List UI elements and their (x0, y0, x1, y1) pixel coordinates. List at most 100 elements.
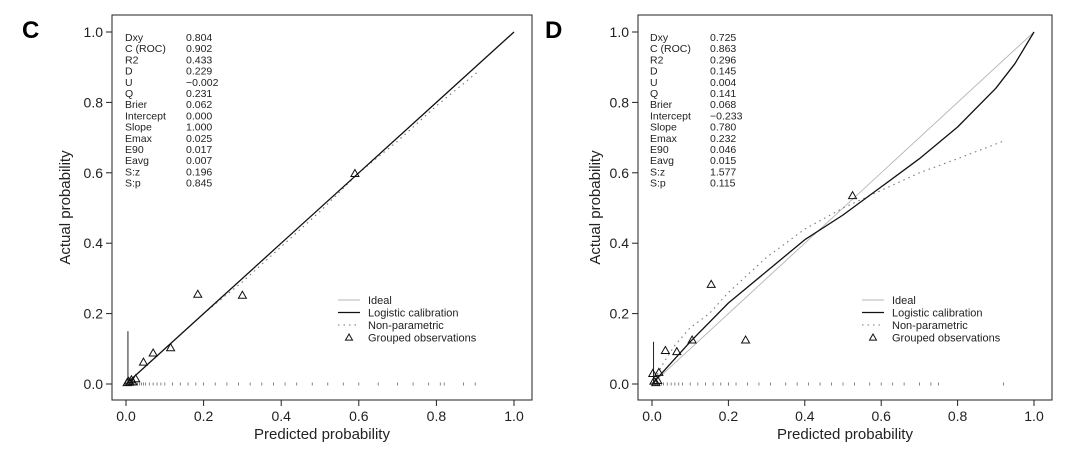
panel-d-legend-grouped-swatch (868, 332, 878, 341)
panel-c-frame (111, 14, 533, 401)
panel-d-stat-label: Q (650, 88, 658, 100)
panel-d-stat-value: 0.004 (710, 77, 736, 89)
panel-d-y-axis-title: Actual probability (587, 150, 604, 265)
panel-d-stat-value: 0.015 (710, 155, 736, 167)
panel-d-x-tick-label: 0.8 (948, 408, 968, 424)
panel-d-x-tick-label: 0.4 (795, 408, 815, 424)
panel-c-y-tick-label: 0.8 (84, 94, 104, 110)
panel-d-y-tick-label: 0.6 (610, 165, 630, 181)
panel-c-group: C 0.0 0.0 0.2 0.2 0.4 0.4 0.6 0.6 0.8 0.8 1.0 1.0 Pre… (22, 14, 533, 443)
panel-d-stat-value: 0.145 (710, 66, 736, 78)
panel-c-stat-label: S:p (125, 178, 141, 190)
panel-c-x-tick-label: 0.2 (194, 408, 214, 424)
panel-c-legend-label: Logistic calibration (368, 308, 459, 320)
panel-d-grouped-observation (687, 334, 697, 344)
panel-d-grouped-observation (847, 190, 858, 200)
panel-c-y-tick-label: 0.4 (84, 235, 104, 251)
panel-d-grouped-observation (654, 367, 664, 376)
panel-c-x-tick-label: 1.0 (504, 408, 524, 424)
panel-c-legend-label: Ideal (368, 295, 392, 307)
panel-c-y-tick-label: 0.2 (84, 306, 104, 322)
panel-c-grouped-observation (130, 373, 141, 383)
panel-c-stat-label: U (125, 77, 133, 89)
panel-c-stat-value: 0.433 (186, 54, 212, 66)
panel-d-stat-value: −0.233 (710, 110, 743, 122)
panel-c-legend-label: Non-parametric (368, 320, 444, 332)
panel-c-grouped-observation (192, 289, 203, 298)
panel-d-grouped-observation (660, 345, 671, 355)
panel-d-stat-label: Slope (650, 122, 677, 134)
panel-c-x-tick-label: 0.0 (116, 408, 136, 424)
panel-c-stat-value: 0.062 (186, 99, 212, 111)
panel-d-legend-label: Ideal (892, 295, 916, 307)
panel-d-stat-value: 0.780 (710, 122, 736, 134)
panel-c-stat-label: R2 (125, 54, 139, 66)
panel-d-stat-value: 1.577 (710, 166, 736, 178)
panel-d-stat-value: 0.115 (710, 178, 736, 190)
panel-c-stat-value: 0.017 (186, 144, 212, 156)
panel-d-stat-value: 0.046 (710, 144, 736, 156)
panel-c-stat-label: Slope (125, 122, 152, 134)
panel-d-stat-value: 0.068 (710, 99, 736, 111)
panel-d-stat-label: Emax (650, 133, 678, 145)
panel-d-x-tick-label: 1.0 (1024, 408, 1044, 424)
panel-c-stat-value: 0.025 (186, 133, 212, 145)
panel-c-stat-value: 0.231 (186, 88, 212, 100)
panel-d-stat-label: E90 (650, 144, 669, 156)
panel-d-y-tick-label: 0.8 (610, 94, 630, 110)
panel-c-grouped-observation (138, 357, 149, 366)
panel-c-y-tick-label: 0.6 (84, 165, 104, 181)
panel-c-stat-label: Eavg (125, 155, 149, 167)
panel-c-stat-value: −0.002 (186, 77, 219, 89)
panel-d-grouped-observation (706, 279, 717, 288)
panel-c-stat-label: S:z (125, 166, 140, 178)
panel-c-stat-value: 1.000 (186, 122, 212, 134)
panel-d-stat-label: C (ROC) (650, 43, 691, 55)
panel-c-stat-label: C (ROC) (125, 43, 166, 55)
panel-c-x-tick-label: 0.4 (271, 408, 291, 424)
panel-d-grouped-observation (740, 334, 751, 344)
panel-d-x-axis-title: Predicted probability (777, 426, 913, 443)
panel-c-y-axis-title: Actual probability (57, 150, 74, 265)
panel-c-legend-label: Grouped observations (368, 333, 477, 345)
panel-d-grouped-observation (652, 375, 663, 384)
panel-c-x-axis-title: Predicted probability (254, 426, 390, 443)
panel-d-stat-label: Intercept (650, 110, 691, 122)
panel-c-logistic-line (125, 31, 515, 385)
panel-d-stat-label: S:p (650, 178, 666, 190)
panel-d-stat-label: S:z (650, 166, 665, 178)
panel-d-y-tick-label: 0.4 (610, 235, 630, 251)
panel-d-ideal-line (651, 31, 1035, 385)
panel-d-group: D 0.0 0.0 0.2 0.2 0.4 0.4 0.6 0.6 0.8 0.8 1.0 1.0 Pre… (545, 14, 1053, 443)
panel-d-stat-label: Eavg (650, 155, 674, 167)
panel-c-legend-grouped-swatch (344, 332, 354, 341)
panel-c-stat-value: 0.229 (186, 66, 212, 78)
panel-c-stat-value: 0.902 (186, 43, 212, 55)
panel-c-stat-value: 0.007 (186, 155, 212, 167)
panel-d-y-tick-label: 0.0 (610, 376, 630, 392)
panel-d-stat-value: 0.141 (710, 88, 736, 100)
panel-c-stat-value: 0.845 (186, 178, 212, 190)
panel-d-x-tick-label: 0.2 (719, 408, 739, 424)
panel-d-stat-value: 0.296 (710, 54, 736, 66)
panel-d-frame (637, 14, 1053, 401)
panel-d-legend-label: Non-parametric (892, 320, 968, 332)
panel-c-stat-label: Intercept (125, 110, 166, 122)
panel-d-x-tick-label: 0.6 (871, 408, 891, 424)
panel-d-stat-label: D (650, 66, 658, 78)
panel-c-y-tick-label: 0.0 (84, 376, 104, 392)
panel-d-grouped-observation (650, 377, 661, 387)
panel-d-stat-label: U (650, 77, 658, 89)
panel-c-stat-label: Emax (125, 133, 153, 145)
panel-c-stat-value: 0.196 (186, 166, 212, 178)
panel-d-y-tick-label: 1.0 (610, 24, 630, 40)
panel-d-legend-label: Grouped observations (892, 333, 1001, 345)
panel-d-grouped-observation (649, 376, 659, 385)
panel-d-stat-label: R2 (650, 54, 664, 66)
panel-d-letter: D (545, 17, 562, 44)
panel-d-stat-label: Brier (650, 99, 673, 111)
panel-c-grouped-observation (165, 342, 176, 352)
panel-d-nonparametric-line (651, 140, 1004, 385)
